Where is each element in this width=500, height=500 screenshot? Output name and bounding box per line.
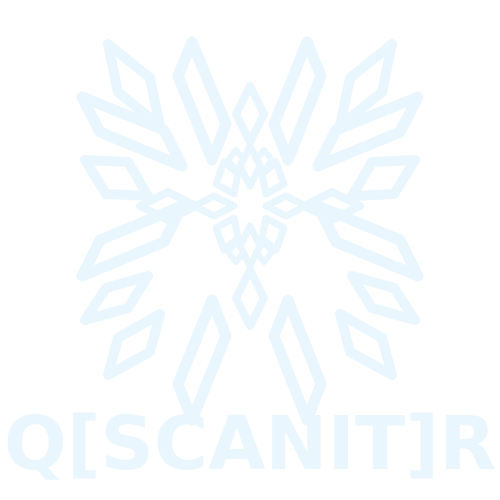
mid-diamond-2: [335, 39, 397, 131]
mid-diamond-7: [80, 271, 153, 325]
accent-diamond-2: [253, 147, 275, 173]
mid-diamond-4: [347, 271, 420, 325]
accent-diamond-1: [225, 147, 247, 173]
outer-diamond-5: [268, 294, 327, 426]
outer-diamond-7: [76, 200, 188, 282]
mid-diamond-3: [347, 155, 420, 201]
outer-diamond-6: [172, 294, 232, 426]
accent-diamond-4: [253, 239, 275, 265]
mid-diamond-6: [103, 309, 165, 380]
outer-diamond-2: [268, 36, 327, 166]
outer-diamond-8: [76, 91, 188, 172]
outer-diamond-1: [172, 36, 232, 166]
mid-diamond-8: [80, 155, 153, 201]
inner-petal-w: [190, 192, 238, 220]
mid-diamond-5: [335, 309, 397, 380]
accent-diamond-3: [225, 239, 247, 265]
outer-diamond-4: [312, 200, 424, 282]
brand-wordmark: Q[SCANIT]R: [3, 401, 497, 487]
axis-diamond-bottom: [232, 266, 268, 330]
outer-diamond-3: [312, 91, 424, 172]
axis-diamond-top: [232, 82, 268, 146]
mid-diamond-1: [103, 39, 165, 131]
inner-petal-e: [262, 192, 310, 220]
